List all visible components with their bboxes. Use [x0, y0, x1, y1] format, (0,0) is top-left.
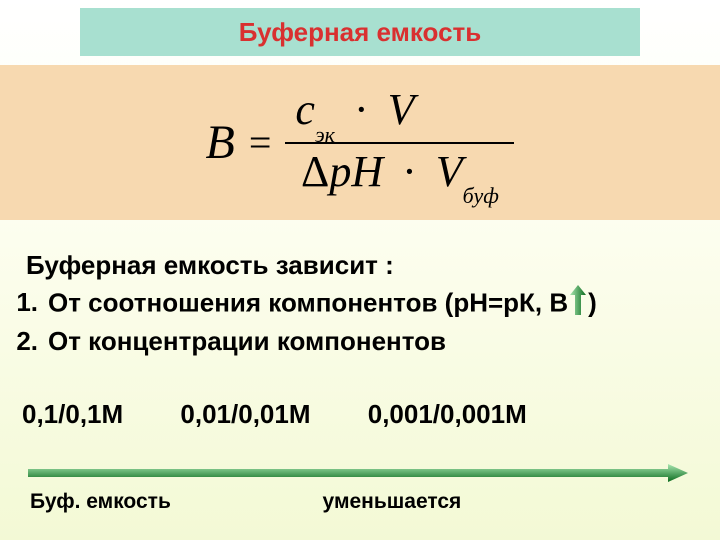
bottom-caption: Буф. емкость уменьшается [30, 490, 461, 514]
bottom-right-label: уменьшается [323, 490, 462, 513]
equals-sign: = [249, 119, 272, 166]
arrow-up-icon [570, 285, 586, 324]
list-text: От концентрации компонентов [48, 324, 446, 359]
title-band: Буферная емкость [80, 8, 640, 56]
list-number: 1. [10, 285, 38, 324]
formula-panel: B = cэк · V ΔpH · Vбуф [0, 65, 720, 220]
list-item: 1. От соотношения компонентов (рН=рК, В … [10, 285, 700, 324]
arrow-right-icon [28, 464, 688, 478]
list-item: 2. От концентрации компонентов [10, 324, 700, 359]
formula-denominator: ΔpH · Vбуф [291, 144, 509, 204]
list-text: От соотношения компонентов (рН=рК, В ) [48, 285, 597, 324]
formula-numerator: cэк · V [285, 82, 514, 142]
depends-heading: Буферная емкость зависит : [26, 250, 700, 281]
concentration-value: 0,01/0,01М [180, 399, 310, 429]
bottom-left-label: Буф. емкость [30, 490, 171, 513]
formula-fraction: cэк · V ΔpH · Vбуф [285, 82, 514, 204]
formula-lhs: B [206, 115, 235, 170]
buffer-formula: B = cэк · V ΔpH · Vбуф [206, 82, 515, 204]
concentration-row: 0,1/0,1М 0,01/0,01М 0,001/0,001М [22, 399, 700, 430]
content-area: Буферная емкость зависит : 1. От соотнош… [10, 250, 700, 430]
concentration-value: 0,001/0,001М [368, 399, 527, 429]
concentration-value: 0,1/0,1М [22, 399, 123, 429]
list-number: 2. [10, 324, 38, 359]
page-title: Буферная емкость [239, 17, 482, 48]
